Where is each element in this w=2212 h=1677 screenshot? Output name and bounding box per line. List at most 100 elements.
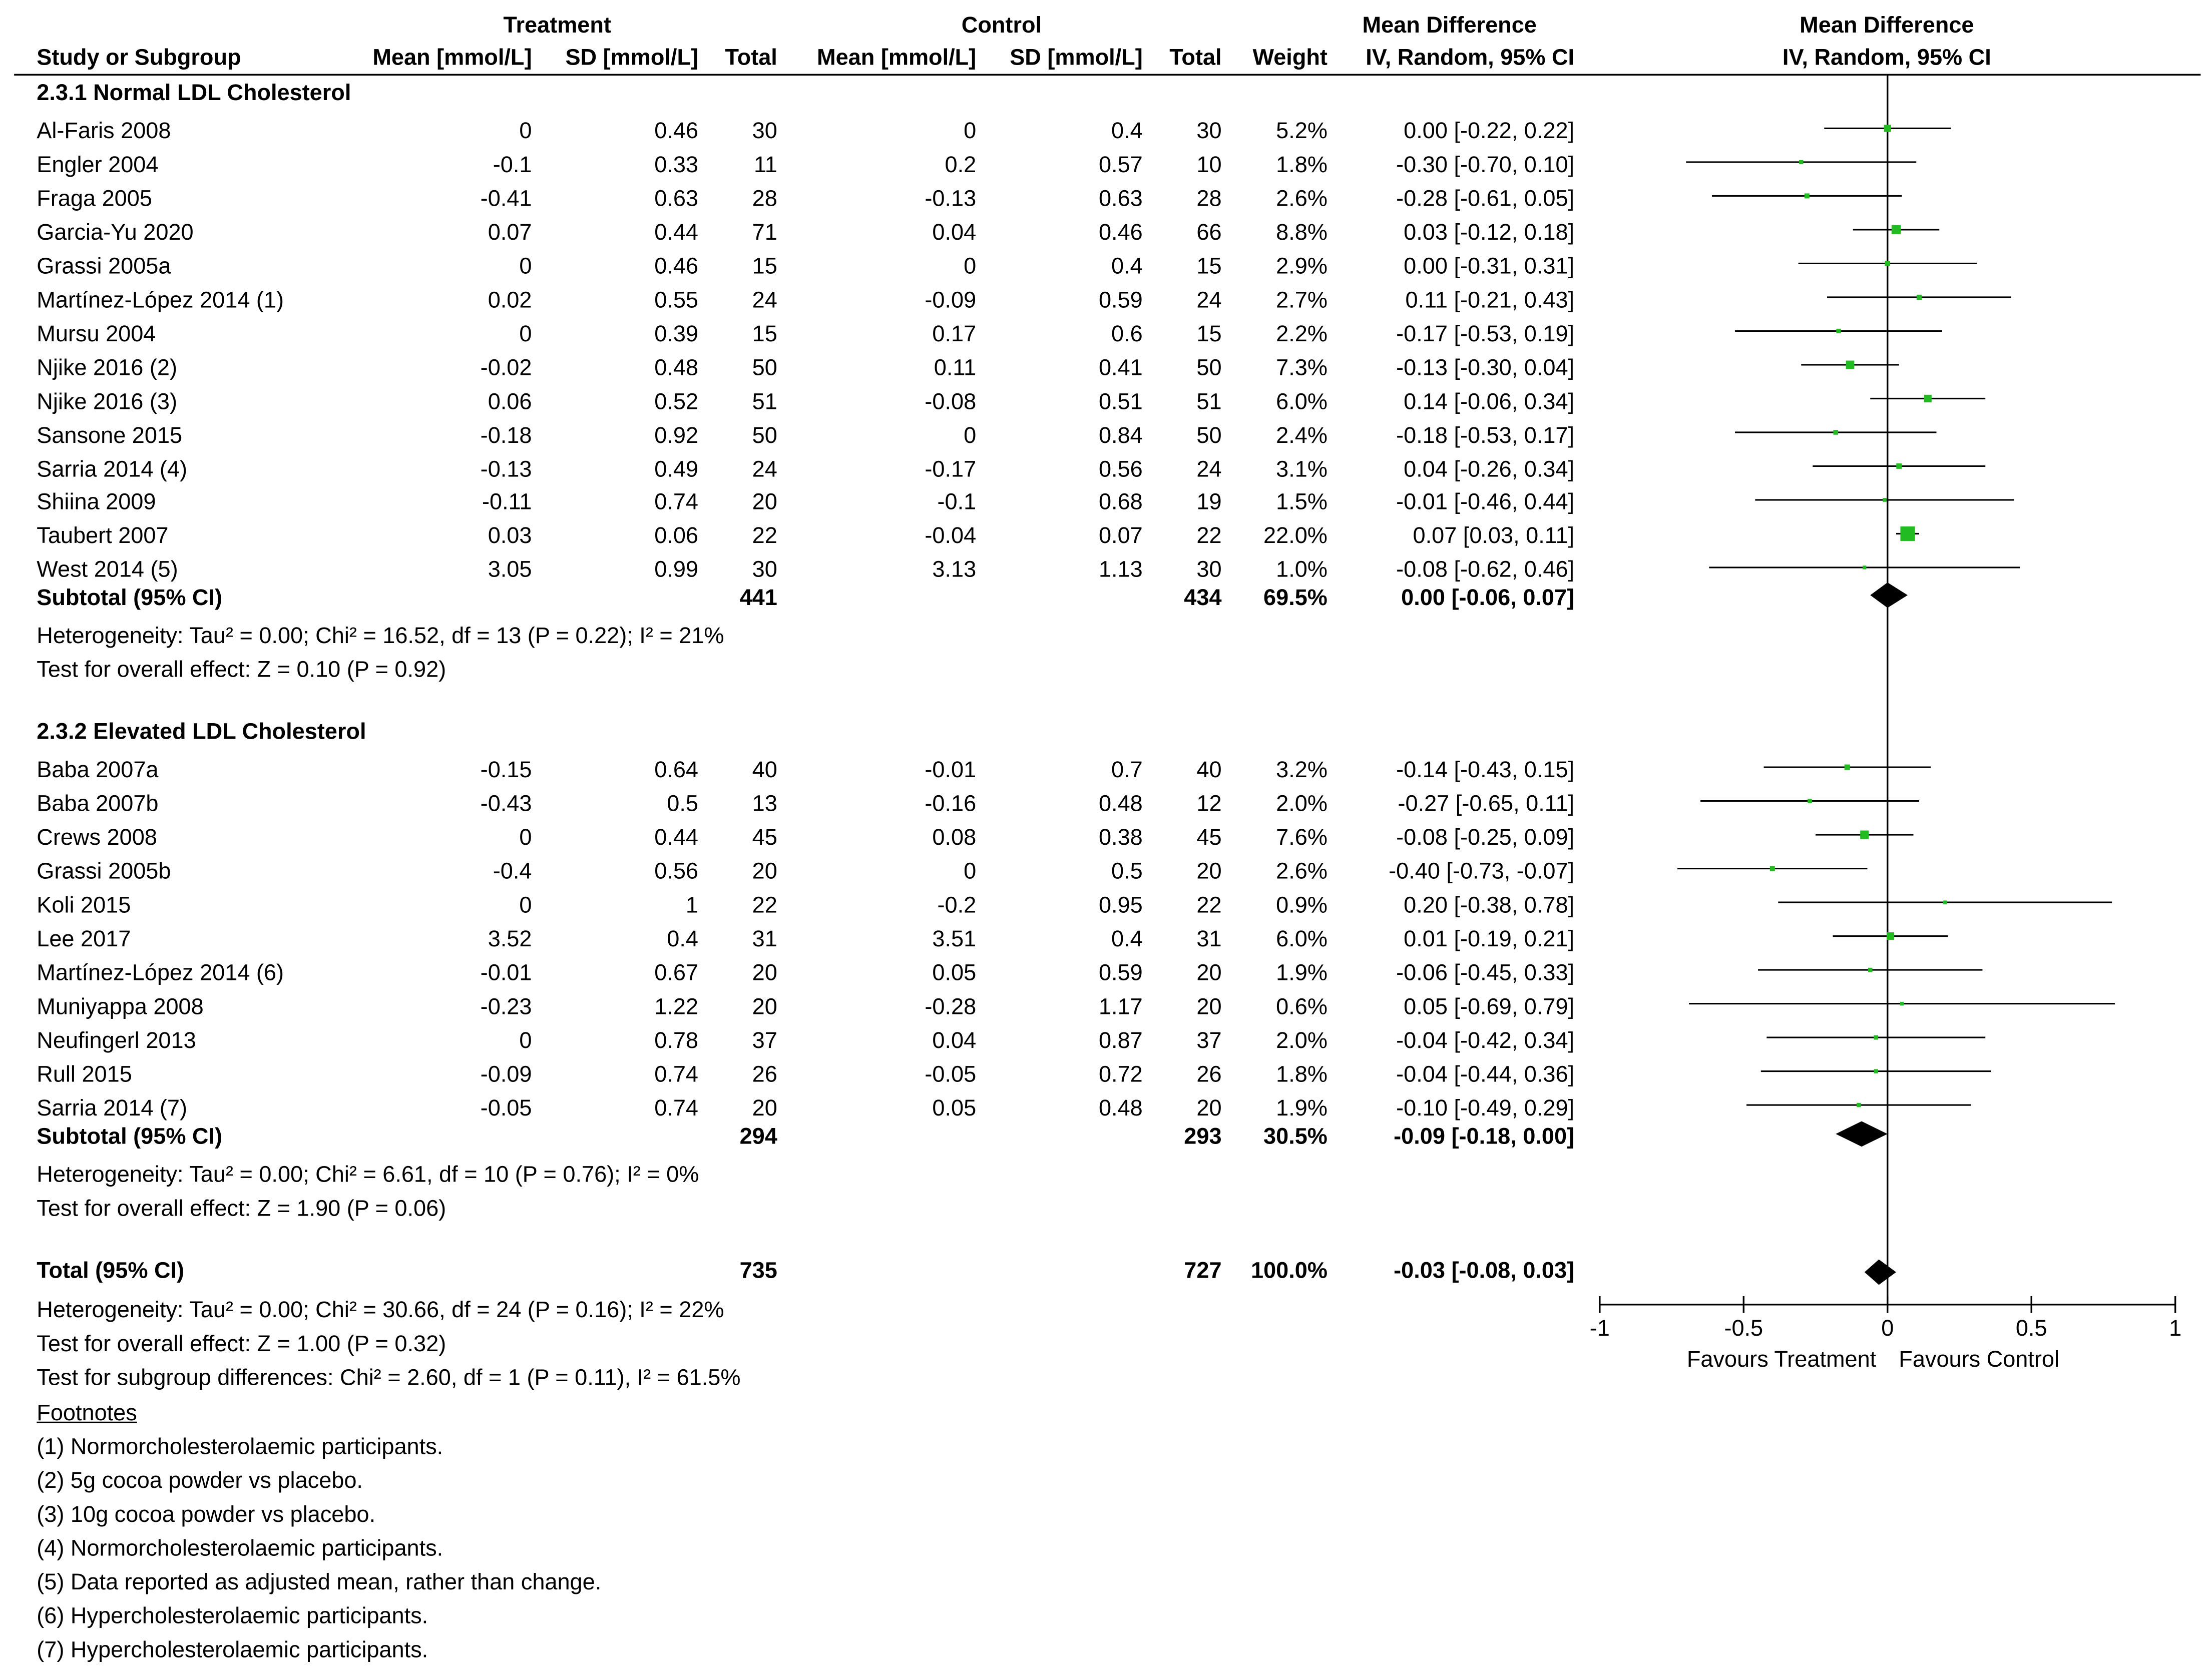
study-ci: -0.10 [-0.49, 0.29] [1396,1096,1575,1121]
study-effect-square [1769,866,1775,871]
study-effect-square [1799,160,1804,165]
subtotal-label: Subtotal (95% CI) [37,1125,223,1150]
study-ci: -0.08 [-0.25, 0.09] [1396,826,1575,851]
treatment-sd: 0.63 [654,187,699,212]
control-sd: 0.51 [1098,390,1143,414]
study-effect-square [1874,1035,1879,1040]
x-tick-label: -1 [1590,1315,1610,1341]
treatment-total: 15 [752,255,777,279]
study-effect-square [1891,225,1901,235]
study-effect-square [1886,932,1895,940]
control-mean: 0.11 [934,356,977,380]
study-effect-square [1808,799,1812,803]
control-mean: -0.05 [925,1062,977,1087]
control-sd: 0.4 [1111,255,1143,279]
study-ci: -0.04 [-0.42, 0.34] [1396,1029,1575,1053]
study-effect-square [1896,463,1902,469]
study-name: Neufingerl 2013 [37,1029,196,1053]
study-name: Sarria 2014 (4) [37,457,188,482]
control-total: 20 [1196,995,1222,1019]
treatment-group-header: Treatment [503,14,611,39]
study-name: Muniyappa 2008 [37,995,204,1019]
treatment-mean: -0.41 [480,187,532,212]
study-ci: 0.14 [-0.06, 0.34] [1404,390,1575,414]
control-total: 12 [1196,792,1222,817]
study-ci: -0.40 [-0.73, -0.07] [1389,860,1575,884]
study-weight: 2.6% [1276,860,1328,884]
total-ci: -0.03 [-0.08, 0.03] [1394,1259,1575,1284]
footnote-item: (2) 5g cocoa powder vs placebo. [37,1469,363,1494]
study-name: Sarria 2014 (7) [37,1096,188,1121]
subtotal-t-total: 294 [739,1125,777,1150]
study-ci: -0.08 [-0.62, 0.46] [1396,558,1575,583]
treatment-mean: -0.11 [482,491,532,515]
study-name: Mursu 2004 [37,322,156,347]
treatment-sd: 0.74 [654,1096,699,1121]
control-sd: 0.95 [1098,894,1143,918]
control-sd: 0.7 [1111,759,1143,783]
treatment-total: 22 [752,894,777,918]
control-sd: 1.13 [1098,558,1143,583]
treatment-mean: 0.03 [488,525,532,549]
subgroup-heterogeneity: Heterogeneity: Tau² = 0.00; Chi² = 16.52… [37,625,724,649]
treatment-sd: 0.74 [654,491,699,515]
study-weight: 6.0% [1276,390,1328,414]
control-total: 50 [1196,424,1222,448]
study-name: West 2014 (5) [37,558,178,583]
x-tick-label: 0 [1881,1315,1894,1341]
study-effect-square [1863,566,1867,570]
control-total: 66 [1196,221,1222,245]
control-total: 10 [1196,154,1222,178]
treatment-sd: 0.99 [654,558,699,583]
study-weight: 0.6% [1276,995,1328,1019]
control-mean: -0.08 [925,390,977,414]
control-sd: 0.48 [1098,792,1143,817]
subtotal-weight: 30.5% [1263,1125,1328,1150]
control-total: 40 [1196,759,1222,783]
control-sd: 0.46 [1098,221,1143,245]
study-ci: 0.01 [-0.19, 0.21] [1404,927,1575,952]
control-sd: 0.72 [1098,1062,1143,1087]
col-ci: IV, Random, 95% CI [1366,47,1575,71]
study-name: Grassi 2005a [37,255,171,279]
control-mean: -0.04 [925,525,977,549]
study-ci: 0.00 [-0.22, 0.22] [1404,120,1575,144]
control-mean: -0.09 [925,289,977,313]
study-weight: 2.0% [1276,1029,1328,1053]
treatment-total: 30 [752,120,777,144]
control-mean: 0.2 [945,154,977,178]
treatment-sd: 0.67 [654,961,699,986]
control-sd: 0.07 [1098,525,1143,549]
study-weight: 2.2% [1276,322,1328,347]
control-sd: 0.59 [1098,289,1143,313]
treatment-total: 11 [754,154,777,178]
study-ci: 0.04 [-0.26, 0.34] [1404,457,1575,482]
treatment-sd: 0.33 [654,154,699,178]
control-mean: 0 [964,255,977,279]
control-sd: 0.4 [1111,927,1143,952]
treatment-mean: 0 [519,826,532,851]
treatment-total: 20 [752,491,777,515]
treatment-total: 45 [752,826,777,851]
plot-subheader: IV, Random, 95% CI [1782,47,1991,71]
study-weight: 2.0% [1276,792,1328,817]
treatment-total: 22 [752,525,777,549]
treatment-sd: 0.46 [654,255,699,279]
control-mean: -0.16 [925,792,977,817]
treatment-sd: 0.5 [667,792,699,817]
treatment-mean: -0.13 [480,457,532,482]
study-effect-square [1900,1001,1904,1006]
footnote-item: (3) 10g cocoa powder vs placebo. [37,1503,376,1528]
control-sd: 0.68 [1098,491,1143,515]
control-mean: 0.04 [932,1029,977,1053]
total-weight: 100.0% [1250,1259,1328,1284]
study-name: Engler 2004 [37,154,159,178]
treatment-total: 51 [752,390,777,414]
study-effect-square [1916,294,1922,300]
subtotal-c-total: 293 [1184,1125,1222,1150]
treatment-mean: -0.18 [480,424,532,448]
control-mean: 3.51 [932,927,977,952]
control-sd: 1.17 [1098,995,1143,1019]
col-t-total: Total [725,47,777,71]
